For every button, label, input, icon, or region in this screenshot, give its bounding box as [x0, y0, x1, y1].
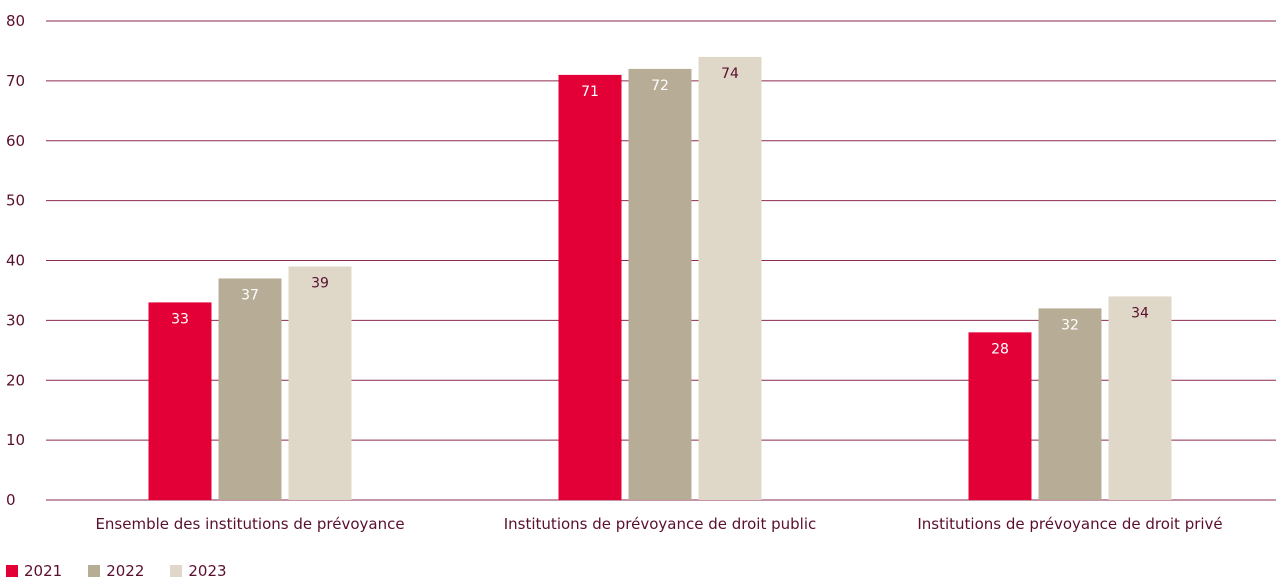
- label-layer: 0 10 20 30 40 50 60 70 80 33 37 39 Ensemble des inst…: [6, 12, 1223, 533]
- bar-layer: [148, 56, 1172, 501]
- legend-item-2021: 2021: [6, 562, 62, 580]
- y-tick-label-10: 10: [6, 431, 25, 449]
- bar-chart: 0 10 20 30 40 50 60 70 80 33 37 39 Ensemble des inst…: [6, 12, 1276, 533]
- bar-value-label-2021-2: 28: [991, 341, 1009, 357]
- y-tick-label-0: 0: [6, 491, 16, 509]
- bar-2021-1: [558, 74, 622, 500]
- bar-2023-0: [288, 266, 352, 500]
- bar-2023-1: [698, 56, 762, 501]
- bar-2022-2: [1038, 308, 1102, 500]
- bar-2022-0: [218, 278, 282, 500]
- bar-value-label-2023-0: 39: [311, 275, 329, 291]
- x-category-label-1: Institutions de prévoyance de droit publ…: [504, 515, 816, 533]
- bar-value-label-2022-2: 32: [1061, 317, 1079, 333]
- y-tick-label-70: 70: [6, 72, 25, 90]
- y-tick-label-60: 60: [6, 132, 25, 150]
- bar-2023-2: [1108, 296, 1172, 500]
- bar-value-label-2023-2: 34: [1131, 305, 1149, 321]
- bar-2021-2: [968, 332, 1032, 500]
- legend-swatch-2021: [6, 565, 18, 577]
- legend-swatch-2022: [88, 565, 101, 577]
- bar-2021-0: [148, 302, 212, 500]
- legend-item-2023: 2023: [170, 562, 227, 580]
- bar-2022-1: [628, 68, 692, 501]
- legend: 2021 2022 2023: [6, 562, 227, 580]
- bar-value-label-2022-1: 72: [651, 78, 669, 94]
- legend-swatch-2023: [170, 565, 183, 577]
- legend-label-2023: 2023: [188, 562, 227, 580]
- y-tick-label-20: 20: [6, 371, 25, 389]
- legend-label-2021: 2021: [24, 562, 63, 580]
- legend-label-2022: 2022: [106, 562, 145, 580]
- y-tick-label-80: 80: [6, 12, 25, 30]
- legend-item-2022: 2022: [88, 562, 144, 580]
- x-category-label-0: Ensemble des institutions de prévoyance: [95, 515, 404, 533]
- x-category-label-2: Institutions de prévoyance de droit priv…: [917, 515, 1222, 533]
- bar-value-label-2023-1: 74: [721, 66, 739, 82]
- y-tick-label-30: 30: [6, 311, 25, 329]
- bar-value-label-2022-0: 37: [241, 287, 259, 303]
- y-tick-label-40: 40: [6, 252, 25, 270]
- bar-value-label-2021-1: 71: [581, 84, 599, 100]
- y-tick-label-50: 50: [6, 192, 25, 210]
- bar-value-label-2021-0: 33: [171, 311, 189, 327]
